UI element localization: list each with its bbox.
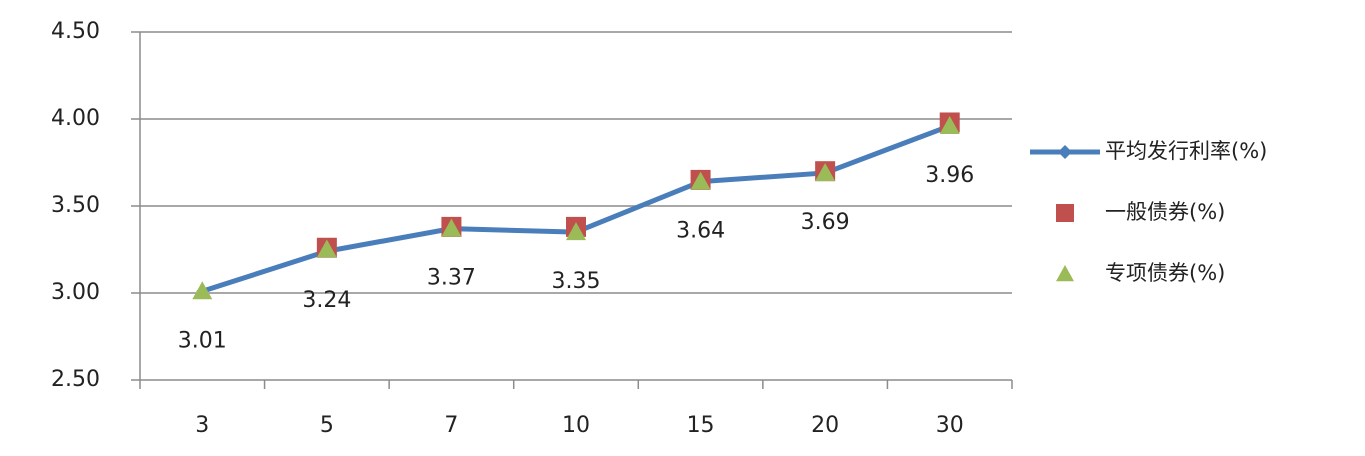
data-label: 3.01 [178, 328, 227, 353]
data-label: 3.64 [676, 219, 725, 244]
triangle-marker [316, 239, 337, 258]
data-label: 3.35 [552, 269, 601, 294]
triangle-marker [815, 162, 836, 181]
x-tick-label: 15 [687, 413, 715, 438]
x-tick-label: 5 [320, 413, 334, 438]
triangle-marker [939, 115, 960, 134]
triangle-marker [192, 281, 213, 300]
legend-label: 专项债券(%) [1105, 261, 1225, 285]
series-line [201, 123, 951, 294]
triangle-marker [441, 218, 462, 237]
x-tick-label: 3 [195, 413, 209, 438]
data-label: 3.37 [427, 266, 476, 291]
x-tick-label: 7 [444, 413, 458, 438]
x-tick-label: 30 [936, 413, 964, 438]
data-label: 3.96 [925, 163, 974, 188]
legend-marker [1056, 204, 1074, 222]
x-tick-label: 20 [811, 413, 839, 438]
legend-label: 一般债券(%) [1105, 200, 1225, 224]
legend-marker [1058, 145, 1072, 159]
triangle-marker [566, 222, 586, 241]
y-tick-label: 4.00 [51, 106, 100, 131]
data-label: 3.69 [801, 210, 850, 235]
y-tick-label: 3.00 [51, 280, 100, 305]
data-label: 3.24 [302, 288, 351, 313]
triangle-marker [690, 171, 711, 190]
x-tick-label: 10 [562, 413, 590, 438]
y-tick-label: 4.50 [51, 19, 100, 44]
y-tick-label: 2.50 [51, 367, 100, 392]
legend-label: 平均发行利率(%) [1105, 139, 1267, 163]
legend-marker [1056, 265, 1074, 282]
y-tick-label: 3.50 [51, 193, 100, 218]
